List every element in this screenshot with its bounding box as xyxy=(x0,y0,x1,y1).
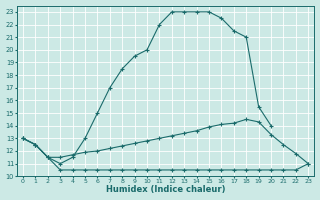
X-axis label: Humidex (Indice chaleur): Humidex (Indice chaleur) xyxy=(106,185,225,194)
